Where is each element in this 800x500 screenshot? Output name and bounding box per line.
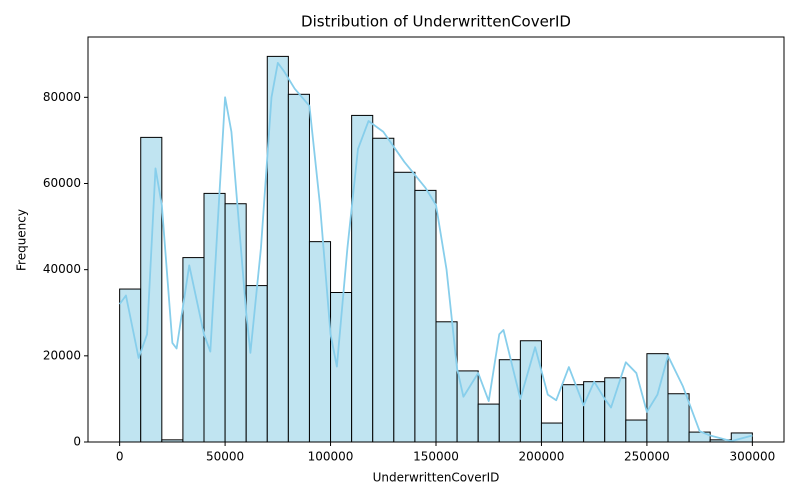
bar: [245, 285, 268, 443]
bar: [498, 359, 521, 443]
y-axis-label: Frequency: [15, 209, 29, 271]
y-tick-label: 80000: [43, 90, 81, 104]
bar: [224, 203, 247, 443]
bar: [351, 114, 374, 443]
bar: [625, 419, 648, 443]
x-axis-label: UnderwrittenCoverID: [373, 471, 500, 485]
kde-line: [118, 61, 753, 443]
bar: [393, 171, 416, 443]
bar: [477, 403, 500, 443]
chart-title: Distribution of UnderwrittenCoverID: [301, 13, 571, 31]
y-tick-label: 60000: [43, 176, 81, 190]
y-tick-label: 0: [73, 435, 81, 449]
bar: [667, 393, 690, 443]
x-tick-label: 0: [116, 450, 124, 464]
bar: [562, 384, 585, 443]
bar: [583, 381, 606, 443]
bar: [414, 189, 437, 443]
bar: [203, 192, 226, 443]
y-tick-label: 40000: [43, 262, 81, 276]
bar: [604, 377, 627, 443]
x-tick-label: 150000: [413, 450, 459, 464]
bar: [372, 137, 395, 443]
x-tick-label: 50000: [206, 450, 244, 464]
x-tick-label: 200000: [519, 450, 565, 464]
x-tick-label: 300000: [729, 450, 775, 464]
bar: [308, 241, 332, 443]
y-tick-label: 20000: [43, 348, 81, 362]
bar: [287, 93, 310, 443]
bar: [540, 422, 564, 443]
x-tick-label: 100000: [308, 450, 354, 464]
x-tick-label: 250000: [624, 450, 670, 464]
